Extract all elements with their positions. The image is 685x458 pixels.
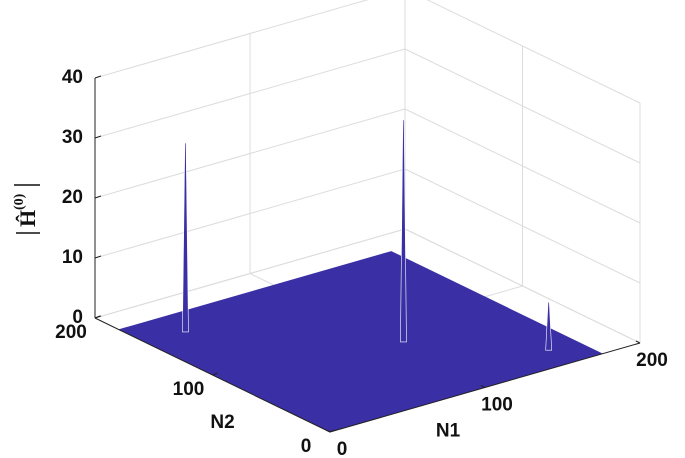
y-tick-label: 0 — [301, 436, 312, 457]
grid-line — [94, 228, 406, 319]
x-tick-label: 0 — [337, 439, 348, 458]
z-label: Ĥ (0) — [12, 184, 40, 234]
y-axis-label: N2 — [210, 412, 234, 433]
z-label-sup: (0) — [12, 193, 27, 210]
peak — [400, 119, 407, 343]
x-tick — [635, 340, 641, 344]
peak — [545, 301, 552, 351]
peak — [182, 142, 189, 333]
x-tick-label: 100 — [481, 395, 513, 416]
z-tick-label: 0 — [72, 307, 83, 328]
y-tick-label: 200 — [55, 322, 87, 343]
x-tick — [325, 429, 331, 433]
z-label-base: Ĥ — [15, 210, 40, 227]
z-tick-label: 30 — [62, 127, 83, 148]
y-tick — [94, 315, 101, 319]
z-tick-label: 40 — [62, 67, 83, 88]
z-tick-label: 20 — [62, 187, 83, 208]
x-tick-label: 200 — [636, 350, 668, 371]
y-tick — [329, 429, 336, 433]
z-tick — [94, 75, 102, 79]
z-tick-label: 10 — [62, 247, 83, 268]
y-tick-label: 100 — [173, 379, 205, 400]
z-tick — [94, 135, 102, 139]
z-tick — [94, 195, 102, 199]
z-tick — [94, 255, 102, 259]
x-tick — [480, 385, 486, 388]
y-tick — [212, 372, 218, 376]
surface — [118, 251, 603, 432]
x-axis-label: N1 — [436, 421, 461, 442]
